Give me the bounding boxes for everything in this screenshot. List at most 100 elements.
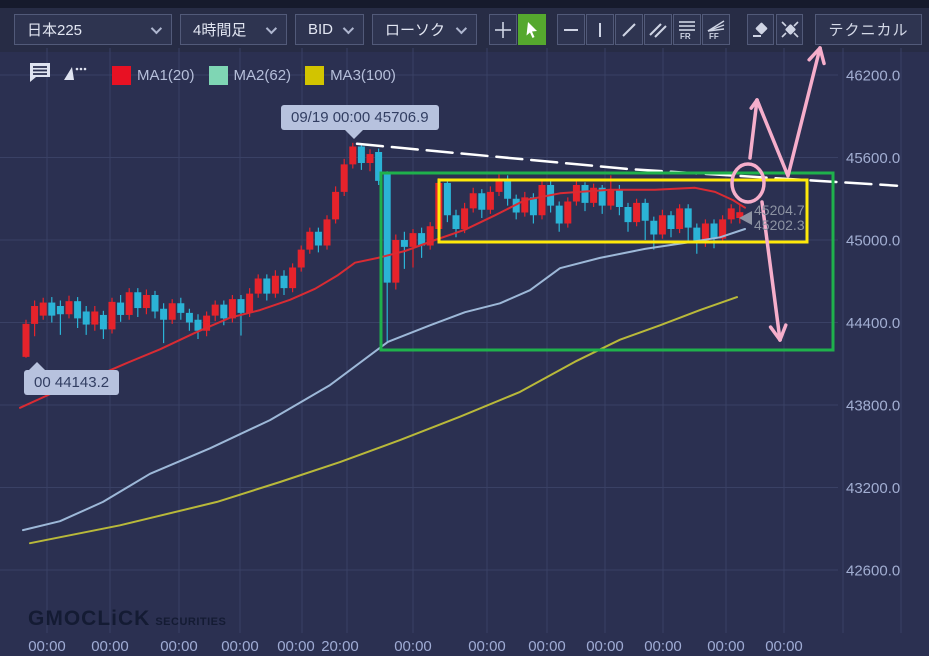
candle[interactable]	[547, 180, 555, 213]
candle[interactable]	[323, 215, 331, 250]
candle[interactable]	[693, 223, 701, 254]
candle[interactable]	[48, 297, 56, 323]
vertical-line-tool-button[interactable]	[586, 14, 614, 45]
candle[interactable]	[91, 306, 99, 331]
candle[interactable]	[426, 222, 434, 250]
technical-settings-button[interactable]: テクニカル	[815, 14, 922, 45]
candle[interactable]	[392, 234, 400, 290]
candle[interactable]	[31, 300, 39, 337]
candle[interactable]	[633, 198, 641, 227]
candle[interactable]	[340, 158, 348, 196]
candle[interactable]	[461, 202, 469, 234]
pink-arrow-annotation[interactable]	[760, 200, 782, 342]
candle[interactable]	[65, 295, 73, 319]
pink-arrow-annotation[interactable]	[755, 46, 822, 178]
cursor-tool-button[interactable]	[518, 14, 546, 45]
candles-layer[interactable]	[22, 142, 744, 358]
candle[interactable]	[495, 174, 503, 196]
timeframe-dropdown[interactable]: 4時間足	[180, 14, 287, 45]
legend-item-ma3[interactable]: MA3(100)	[305, 65, 396, 85]
candle[interactable]	[177, 297, 185, 320]
drawn-annotations-layer[interactable]	[379, 46, 835, 352]
erase-all-tool-button[interactable]	[776, 14, 803, 45]
comment-bubble-icon[interactable]	[28, 61, 52, 89]
candle[interactable]	[99, 310, 107, 339]
cursor-trail-icon[interactable]	[62, 64, 88, 87]
parallel-lines-tool-button[interactable]	[644, 14, 672, 45]
candle[interactable]	[254, 274, 262, 298]
pink-arrow-annotation[interactable]	[748, 98, 759, 160]
price-side-dropdown[interactable]: BID	[295, 14, 364, 45]
low-price-tooltip[interactable]: 00 44143.2	[24, 362, 120, 395]
candle[interactable]	[194, 314, 202, 339]
candle[interactable]	[590, 183, 598, 207]
candle[interactable]	[125, 288, 133, 320]
candle[interactable]	[108, 297, 116, 334]
candle[interactable]	[185, 308, 193, 331]
candle[interactable]	[727, 204, 735, 224]
candle[interactable]	[641, 198, 649, 240]
candle[interactable]	[676, 204, 684, 234]
green-rectangle-annotation[interactable]	[379, 171, 835, 352]
candle[interactable]	[314, 227, 322, 253]
candle[interactable]	[650, 216, 658, 250]
candle[interactable]	[658, 209, 666, 239]
candle[interactable]	[39, 297, 47, 320]
candle[interactable]	[203, 311, 211, 337]
candle[interactable]	[581, 182, 589, 212]
legend-item-ma1[interactable]: MA1(20)	[112, 65, 195, 85]
candle[interactable]	[263, 274, 271, 301]
candle[interactable]	[555, 201, 563, 232]
candle[interactable]	[375, 148, 383, 185]
candle[interactable]	[478, 189, 486, 218]
candle[interactable]	[572, 180, 580, 206]
candle[interactable]	[512, 194, 520, 220]
symbol-dropdown[interactable]: 日本225	[14, 14, 172, 45]
candle[interactable]	[667, 211, 675, 238]
candle[interactable]	[538, 179, 546, 220]
candle[interactable]	[349, 142, 357, 169]
yellow-rectangle-annotation[interactable]	[437, 178, 809, 244]
candle[interactable]	[719, 215, 727, 243]
candle[interactable]	[357, 143, 365, 170]
candle[interactable]	[280, 270, 288, 295]
candle[interactable]	[521, 191, 529, 217]
candle[interactable]	[22, 319, 30, 358]
trend-line-tool-button[interactable]	[615, 14, 643, 45]
candle[interactable]	[710, 219, 718, 249]
candle[interactable]	[564, 197, 572, 228]
crosshair-tool-button[interactable]	[489, 14, 517, 45]
eraser-tool-button[interactable]	[747, 14, 774, 45]
candle[interactable]	[142, 289, 150, 315]
candle[interactable]	[306, 227, 314, 254]
fibonacci-fan-tool-button[interactable]: FF	[702, 14, 730, 45]
candle[interactable]	[469, 187, 477, 213]
peak-price-tooltip[interactable]: 09/19 00:00 45706.9	[281, 105, 439, 139]
candle[interactable]	[418, 227, 426, 258]
chart-type-dropdown[interactable]: ローソク	[372, 14, 477, 45]
candle[interactable]	[332, 186, 340, 224]
candle[interactable]	[486, 186, 494, 214]
candle[interactable]	[289, 263, 297, 293]
candle[interactable]	[271, 270, 279, 298]
candle[interactable]	[443, 179, 451, 223]
candle[interactable]	[134, 288, 142, 317]
candle[interactable]	[297, 245, 305, 272]
candle[interactable]	[82, 306, 90, 335]
candle[interactable]	[684, 204, 692, 242]
candle[interactable]	[74, 297, 82, 328]
candle[interactable]	[168, 299, 176, 324]
candle[interactable]	[160, 303, 168, 344]
legend-item-ma2[interactable]: MA2(62)	[208, 65, 291, 85]
candle[interactable]	[151, 290, 159, 319]
fibonacci-retracement-tool-button[interactable]: FR	[673, 14, 701, 45]
candle[interactable]	[117, 295, 125, 322]
trendline-annotation[interactable]	[355, 142, 899, 187]
candle[interactable]	[211, 300, 219, 322]
pink-circle-annotation[interactable]	[730, 162, 766, 204]
horizontal-line-tool-button[interactable]	[557, 14, 585, 45]
candle[interactable]	[56, 300, 64, 335]
candle[interactable]	[624, 202, 632, 232]
candle[interactable]	[366, 149, 374, 172]
